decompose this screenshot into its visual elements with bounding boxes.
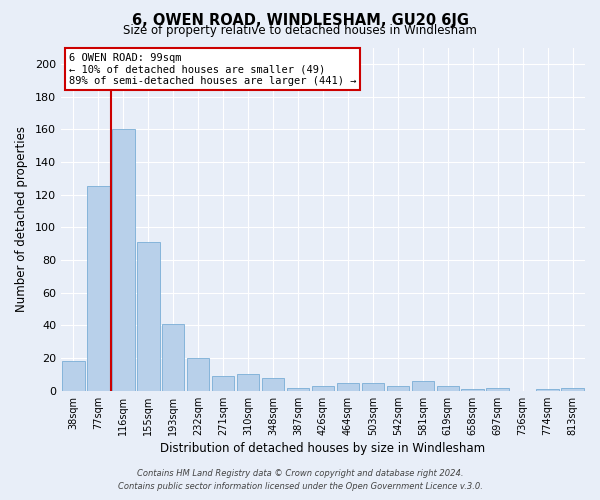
- Text: Size of property relative to detached houses in Windlesham: Size of property relative to detached ho…: [123, 24, 477, 37]
- Bar: [137, 242, 160, 391]
- Bar: [112, 129, 134, 391]
- Bar: [162, 324, 184, 391]
- Bar: [212, 376, 235, 391]
- Y-axis label: Number of detached properties: Number of detached properties: [15, 126, 28, 312]
- Text: Contains HM Land Registry data © Crown copyright and database right 2024.
Contai: Contains HM Land Registry data © Crown c…: [118, 470, 482, 491]
- Bar: [536, 389, 559, 391]
- Bar: [187, 358, 209, 391]
- Bar: [412, 381, 434, 391]
- Bar: [337, 382, 359, 391]
- Bar: [437, 386, 459, 391]
- Bar: [362, 382, 384, 391]
- Text: 6, OWEN ROAD, WINDLESHAM, GU20 6JG: 6, OWEN ROAD, WINDLESHAM, GU20 6JG: [131, 12, 469, 28]
- X-axis label: Distribution of detached houses by size in Windlesham: Distribution of detached houses by size …: [160, 442, 485, 455]
- Bar: [386, 386, 409, 391]
- Bar: [561, 388, 584, 391]
- Bar: [287, 388, 309, 391]
- Bar: [87, 186, 110, 391]
- Bar: [312, 386, 334, 391]
- Bar: [237, 374, 259, 391]
- Bar: [461, 389, 484, 391]
- Bar: [262, 378, 284, 391]
- Bar: [487, 388, 509, 391]
- Text: 6 OWEN ROAD: 99sqm
← 10% of detached houses are smaller (49)
89% of semi-detache: 6 OWEN ROAD: 99sqm ← 10% of detached hou…: [69, 52, 356, 86]
- Bar: [62, 362, 85, 391]
